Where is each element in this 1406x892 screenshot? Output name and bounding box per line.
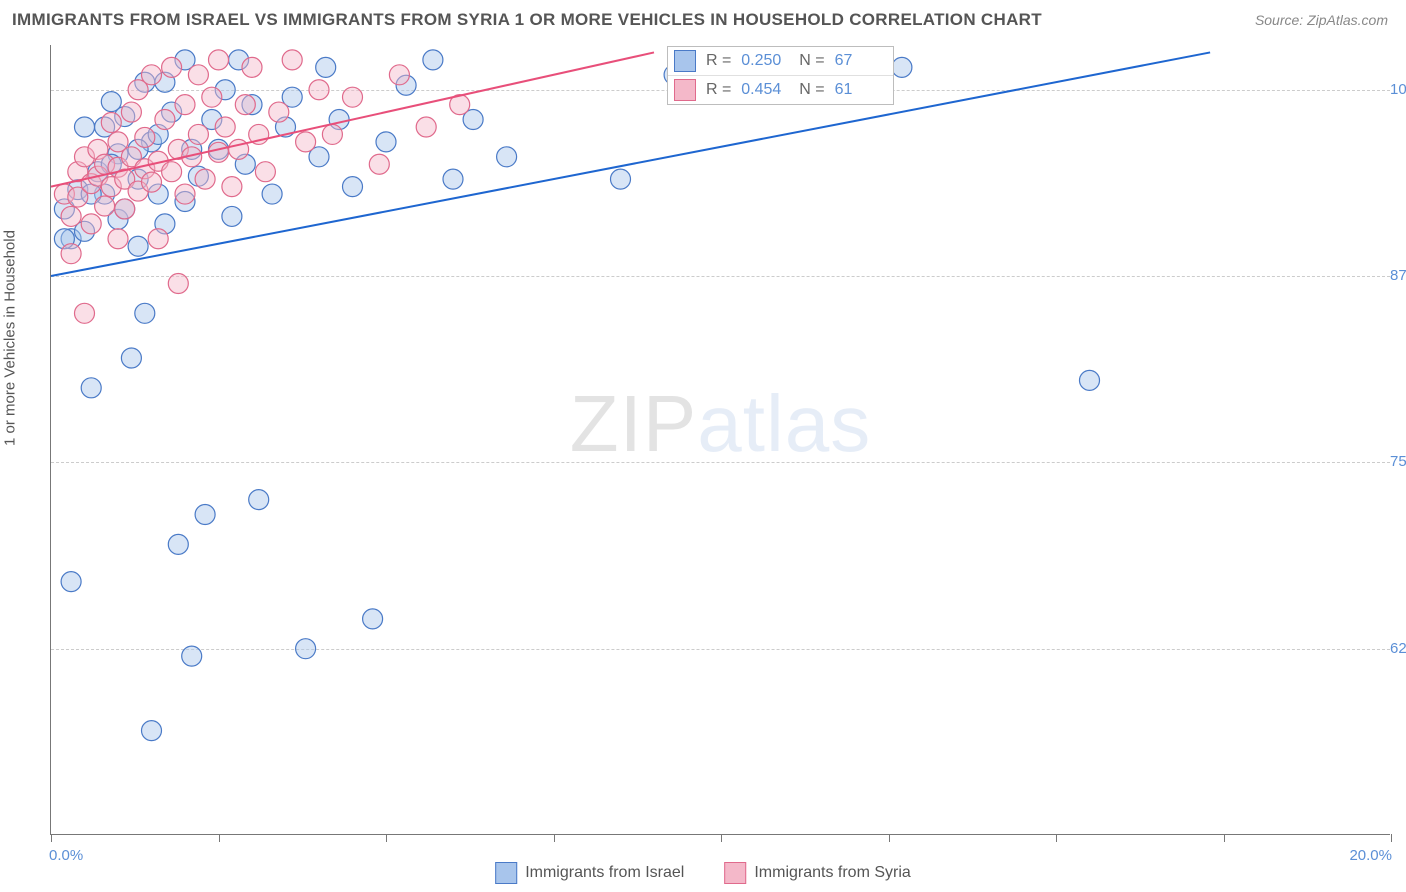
chart-canvas (51, 45, 1390, 834)
data-point (148, 229, 168, 249)
data-point (343, 177, 363, 197)
data-point (168, 273, 188, 293)
data-point (108, 229, 128, 249)
stat-n-value: 61 (835, 81, 883, 99)
data-point (162, 162, 182, 182)
chart-title: IMMIGRANTS FROM ISRAEL VS IMMIGRANTS FRO… (12, 10, 1042, 30)
data-point (209, 142, 229, 162)
legend-swatch (495, 862, 517, 884)
data-point (269, 102, 289, 122)
data-point (75, 303, 95, 323)
stat-r-label: R = (706, 81, 731, 99)
x-tick (219, 834, 220, 842)
x-tick (1056, 834, 1057, 842)
data-point (168, 534, 188, 554)
data-point (296, 132, 316, 152)
stat-r-label: R = (706, 52, 731, 70)
source-attribution: Source: ZipAtlas.com (1255, 12, 1388, 28)
data-point (61, 206, 81, 226)
data-point (892, 57, 912, 77)
data-point (262, 184, 282, 204)
stat-row: R = 0.250 N = 67 (668, 47, 893, 75)
data-point (363, 609, 383, 629)
data-point (1080, 370, 1100, 390)
data-point (322, 124, 342, 144)
stat-row: R = 0.454 N = 61 (668, 75, 893, 104)
data-point (443, 169, 463, 189)
data-point (61, 572, 81, 592)
data-point (188, 65, 208, 85)
x-axis-label-min: 0.0% (49, 847, 83, 864)
x-tick (51, 834, 52, 842)
data-point (155, 110, 175, 130)
data-point (142, 65, 162, 85)
data-point (61, 244, 81, 264)
data-point (175, 184, 195, 204)
data-point (81, 378, 101, 398)
data-point (249, 490, 269, 510)
data-point (222, 177, 242, 197)
data-point (316, 57, 336, 77)
data-point (611, 169, 631, 189)
data-point (242, 57, 262, 77)
data-point (309, 80, 329, 100)
data-point (182, 646, 202, 666)
data-point (215, 117, 235, 137)
data-point (423, 50, 443, 70)
x-tick (386, 834, 387, 842)
data-point (202, 87, 222, 107)
data-point (188, 124, 208, 144)
legend-item: Immigrants from Syria (724, 862, 910, 884)
data-point (416, 117, 436, 137)
data-point (175, 95, 195, 115)
data-point (135, 303, 155, 323)
data-point (195, 169, 215, 189)
stat-n-label: N = (799, 81, 824, 99)
data-point (142, 721, 162, 741)
data-point (282, 50, 302, 70)
data-point (128, 236, 148, 256)
stat-n-value: 67 (835, 52, 883, 70)
legend-item: Immigrants from Israel (495, 862, 684, 884)
data-point (222, 206, 242, 226)
legend-swatch (674, 79, 696, 101)
x-tick (554, 834, 555, 842)
data-point (296, 639, 316, 659)
bottom-legend: Immigrants from Israel Immigrants from Sy… (495, 862, 911, 884)
y-axis-title: 1 or more Vehicles in Household (2, 230, 19, 446)
legend-label: Immigrants from Israel (525, 864, 684, 882)
data-point (497, 147, 517, 167)
data-point (115, 199, 135, 219)
data-point (121, 348, 141, 368)
data-point (75, 117, 95, 137)
stat-r-value: 0.250 (741, 52, 789, 70)
stat-r-value: 0.454 (741, 81, 789, 99)
data-point (235, 95, 255, 115)
data-point (142, 172, 162, 192)
legend-swatch (674, 50, 696, 72)
x-tick (1224, 834, 1225, 842)
legend-label: Immigrants from Syria (754, 864, 910, 882)
data-point (81, 214, 101, 234)
data-point (95, 196, 115, 216)
x-tick (889, 834, 890, 842)
data-point (121, 102, 141, 122)
x-axis-label-max: 20.0% (1349, 847, 1392, 864)
x-tick (721, 834, 722, 842)
x-tick (1391, 834, 1392, 842)
data-point (135, 127, 155, 147)
data-point (343, 87, 363, 107)
stats-legend: R = 0.250 N = 67 R = 0.454 N = 61 (667, 46, 894, 105)
data-point (162, 57, 182, 77)
legend-swatch (724, 862, 746, 884)
data-point (255, 162, 275, 182)
data-point (389, 65, 409, 85)
plot-area: ZIPatlas 62.5%75.0%87.5%100.0% R =0.250N… (50, 45, 1390, 835)
data-point (101, 113, 121, 133)
data-point (195, 505, 215, 525)
data-point (369, 154, 389, 174)
data-point (376, 132, 396, 152)
stat-n-label: N = (799, 52, 824, 70)
data-point (209, 50, 229, 70)
